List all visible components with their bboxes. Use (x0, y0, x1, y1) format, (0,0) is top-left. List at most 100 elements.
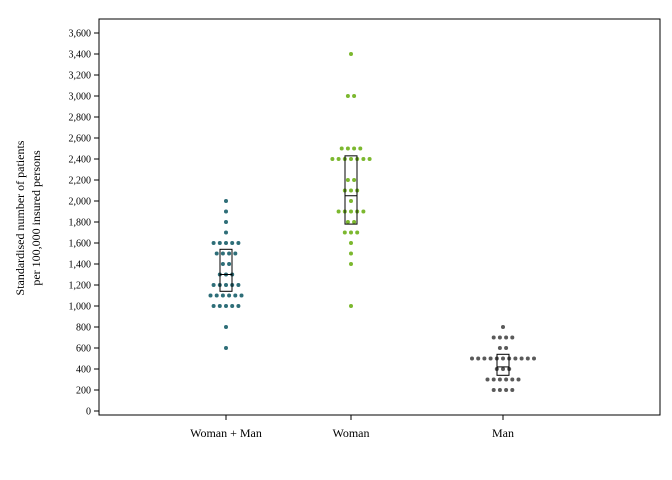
iqr-box (344, 155, 358, 225)
y-tick-label: 600 (76, 344, 91, 355)
data-point (345, 94, 350, 98)
data-point (497, 335, 502, 340)
iqr-box (219, 248, 233, 292)
y-tick-label: 1,800 (69, 218, 92, 229)
data-point (336, 157, 341, 161)
data-point (349, 52, 353, 56)
iqr-box (496, 353, 510, 376)
data-point (211, 241, 216, 245)
data-point (236, 283, 241, 287)
data-point (211, 283, 216, 287)
x-axis: Woman + Man Woman Man (190, 415, 514, 440)
y-tick-label: 0 (86, 407, 91, 418)
data-point (352, 220, 357, 224)
data-point (233, 251, 238, 256)
data-point (491, 388, 496, 392)
data-point (349, 262, 353, 266)
x-category-label: Woman + Man (190, 426, 262, 440)
box-overlays (219, 155, 510, 376)
plot-frame (98, 18, 661, 416)
data-point (330, 157, 335, 161)
y-tick-label: 2,800 (69, 113, 92, 124)
data-point (367, 157, 372, 161)
data-point (220, 251, 225, 256)
data-point (230, 241, 235, 245)
data-point (349, 199, 353, 203)
data-point (214, 293, 219, 298)
data-point (233, 293, 238, 298)
data-point (361, 157, 366, 161)
data-point (345, 146, 350, 151)
data-point (501, 325, 505, 329)
data-point (230, 304, 235, 308)
y-axis-title-line-2: per 100,000 insured persons (29, 150, 43, 286)
data-point (352, 178, 357, 182)
data-point (220, 293, 225, 298)
data-point (349, 251, 353, 256)
data-point (361, 209, 366, 214)
data-point (211, 304, 216, 308)
data-point (510, 335, 515, 340)
data-point (504, 346, 509, 350)
data-points (208, 52, 536, 392)
data-point (504, 335, 509, 340)
data-point (349, 241, 353, 245)
data-point (349, 230, 353, 235)
data-point (217, 241, 222, 245)
data-point (339, 146, 344, 151)
data-point (491, 335, 496, 340)
data-point (345, 220, 350, 224)
data-point (491, 377, 496, 382)
y-tick-label: 1,000 (69, 302, 92, 313)
data-point (497, 377, 502, 382)
data-point (497, 346, 502, 350)
data-point (349, 209, 353, 214)
data-point (224, 304, 228, 308)
data-point (485, 377, 490, 382)
data-point (239, 293, 244, 298)
y-tick-label: 3,600 (69, 29, 92, 40)
data-point (501, 367, 505, 371)
data-point (227, 293, 232, 298)
data-point (352, 146, 357, 151)
y-tick-label: 1,400 (69, 260, 92, 271)
y-tick-label: 3,000 (69, 92, 92, 103)
data-point (352, 94, 357, 98)
data-point (217, 304, 222, 308)
y-tick-label: 2,200 (69, 176, 92, 187)
y-axis: 0 200 400 600 800 1,000 1,200 1,400 1,600 1,800 2,… (69, 29, 99, 418)
data-point (227, 262, 232, 266)
data-point (342, 230, 347, 235)
data-point (497, 388, 502, 392)
data-point (532, 356, 536, 361)
data-point (501, 356, 505, 361)
y-tick-label: 1,200 (69, 281, 92, 292)
data-point (224, 241, 228, 245)
data-point (510, 377, 515, 382)
data-point (224, 199, 228, 203)
data-point (349, 188, 353, 193)
data-point (236, 304, 241, 308)
x-category-label: Man (492, 426, 514, 440)
data-point (355, 230, 360, 235)
data-point (224, 220, 228, 224)
y-tick-label: 400 (76, 365, 91, 376)
data-point (345, 178, 350, 182)
data-point (488, 356, 493, 361)
x-category-label: Woman (332, 426, 369, 440)
y-tick-label: 1,600 (69, 239, 92, 250)
data-point (525, 356, 530, 361)
data-point (510, 388, 515, 392)
data-point (349, 304, 353, 308)
y-tick-label: 3,400 (69, 50, 92, 61)
data-point (504, 388, 509, 392)
data-point (214, 251, 219, 256)
data-point (336, 209, 341, 214)
data-point (516, 377, 521, 382)
data-point (224, 346, 228, 350)
y-tick-label: 2,600 (69, 134, 92, 145)
data-point (358, 146, 363, 151)
data-point (220, 262, 225, 266)
data-point (227, 251, 232, 256)
